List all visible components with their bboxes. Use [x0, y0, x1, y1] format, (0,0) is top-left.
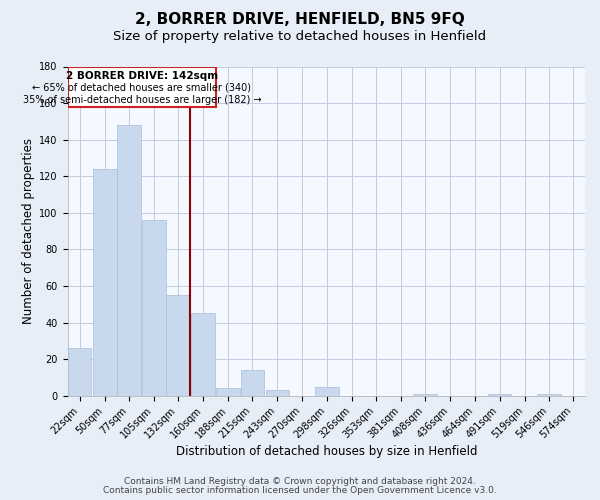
Text: 35% of semi-detached houses are larger (182) →: 35% of semi-detached houses are larger (…	[23, 95, 261, 105]
Bar	[413, 394, 437, 396]
Text: 2 BORRER DRIVE: 142sqm: 2 BORRER DRIVE: 142sqm	[66, 71, 218, 81]
X-axis label: Distribution of detached houses by size in Henfield: Distribution of detached houses by size …	[176, 444, 477, 458]
Bar	[68, 66, 216, 106]
Text: Contains public sector information licensed under the Open Government Licence v3: Contains public sector information licen…	[103, 486, 497, 495]
Bar	[93, 169, 116, 396]
Text: ← 65% of detached houses are smaller (340): ← 65% of detached houses are smaller (34…	[32, 83, 251, 93]
Bar	[537, 394, 560, 396]
Bar	[117, 125, 141, 396]
Bar	[142, 220, 166, 396]
Bar	[488, 394, 511, 396]
Bar	[266, 390, 289, 396]
Text: Contains HM Land Registry data © Crown copyright and database right 2024.: Contains HM Land Registry data © Crown c…	[124, 477, 476, 486]
Text: 2, BORRER DRIVE, HENFIELD, BN5 9FQ: 2, BORRER DRIVE, HENFIELD, BN5 9FQ	[135, 12, 465, 28]
Bar	[166, 295, 190, 396]
Bar	[315, 386, 338, 396]
Bar	[68, 348, 91, 396]
Bar	[217, 388, 240, 396]
Text: Size of property relative to detached houses in Henfield: Size of property relative to detached ho…	[113, 30, 487, 43]
Bar	[241, 370, 264, 396]
Bar	[191, 314, 215, 396]
Y-axis label: Number of detached properties: Number of detached properties	[22, 138, 35, 324]
